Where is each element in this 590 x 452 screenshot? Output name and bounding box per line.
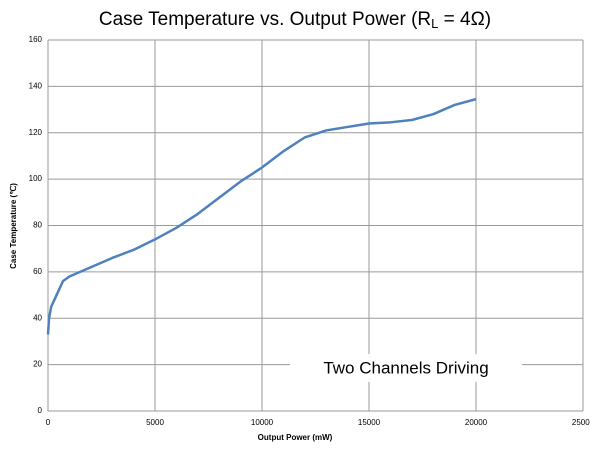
y-tick-label: 0: [38, 406, 43, 415]
y-tick-label: 20: [33, 360, 42, 369]
y-tick-label: 120: [29, 128, 43, 137]
x-tick-label: 0: [46, 418, 51, 427]
title-part: Case Temperature vs. Output Power (R: [99, 9, 431, 30]
x-tick-label: 15000: [358, 418, 381, 427]
y-tick-label: 40: [33, 313, 42, 322]
data-line: [46, 97, 477, 335]
x-tick-label: 10000: [251, 418, 274, 427]
title-part: = 4Ω): [438, 9, 491, 30]
annotation: Two Channels Driving: [323, 358, 488, 377]
x-tick-label: 20000: [465, 418, 488, 427]
y-axis-label: Case Temperature (℃): [9, 183, 18, 269]
x-tick-label: 25000: [572, 418, 590, 427]
y-tick-label: 160: [29, 35, 43, 44]
y-tick-label: 100: [29, 174, 43, 183]
x-axis-label: Output Power (mW): [258, 433, 333, 442]
x-tick-label: 5000: [146, 418, 164, 427]
chart-title: Case Temperature vs. Output Power (RL = …: [99, 9, 491, 31]
title-subscript: L: [431, 16, 438, 31]
annotation-box: [290, 354, 522, 382]
y-tick-label: 80: [33, 221, 42, 230]
y-tick-label: 60: [33, 267, 42, 276]
y-tick-label: 140: [29, 81, 43, 90]
